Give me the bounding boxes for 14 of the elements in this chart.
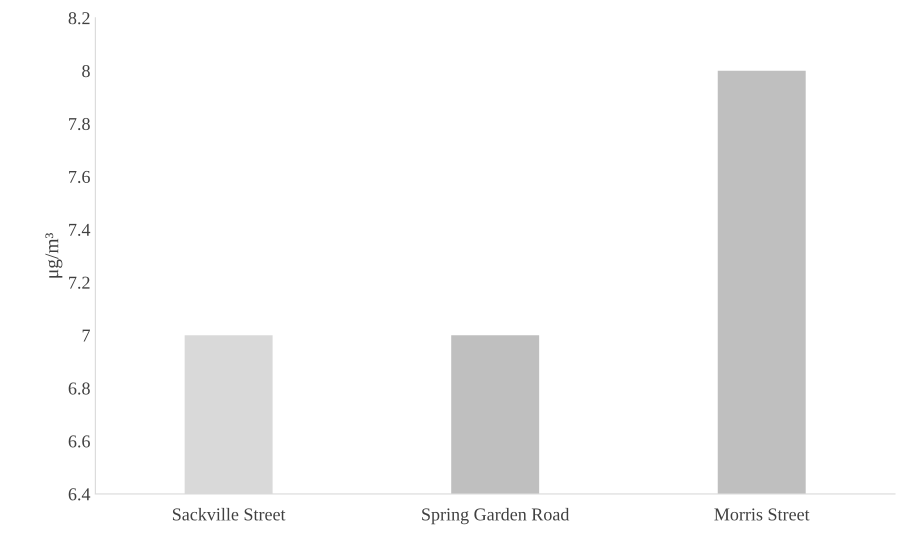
y-tick-label: 7.2 [69, 276, 90, 289]
y-tick-label: 8.2 [68, 12, 90, 24]
y-tick-label: 6.6 [68, 435, 90, 448]
y-tick-label: 7.4 [69, 224, 90, 236]
y-tick-label: 8 [82, 65, 90, 78]
y-axis-title: μg/m³ [45, 233, 62, 278]
y-tick-label: 7.8 [69, 118, 90, 130]
y-tick-label: 6.4 [68, 488, 90, 500]
x-tick-label: Spring Garden Road [422, 508, 570, 524]
x-tick-label: Sackville Street [172, 508, 286, 521]
x-tick-label: Morris Street [714, 508, 810, 521]
y-tick-label: 7.6 [69, 170, 90, 184]
y-tick-label: 6.8 [68, 382, 90, 395]
y-tick-label: 7 [82, 330, 90, 342]
